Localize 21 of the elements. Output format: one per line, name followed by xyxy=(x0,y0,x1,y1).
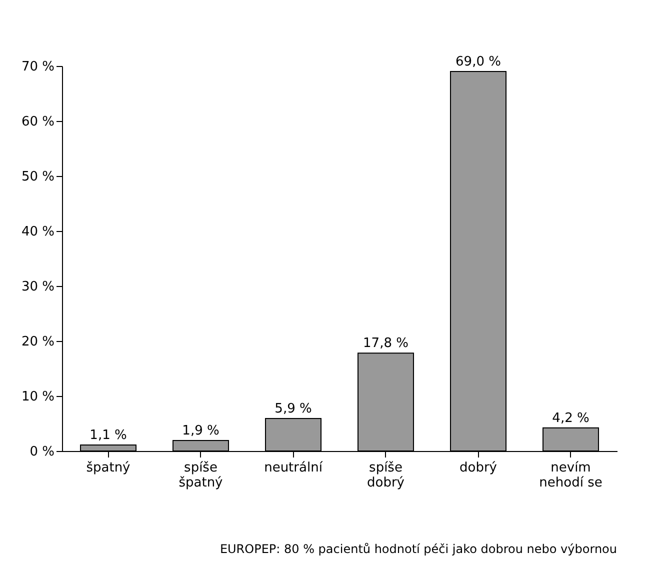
y-tick-label: 60 % xyxy=(21,114,54,130)
data-label: 4,2 % xyxy=(552,410,590,426)
data-label: 17,8 % xyxy=(363,336,408,352)
x-tick-label: špatný xyxy=(86,460,131,476)
data-label: 1,9 % xyxy=(182,424,220,439)
data-label: 1,1 % xyxy=(90,428,127,443)
y-tick-label: 0 % xyxy=(30,444,54,460)
y-tick-label: 10 % xyxy=(21,390,54,404)
y-tick-label: 20 % xyxy=(21,334,54,350)
data-label: 69,0 % xyxy=(456,54,501,70)
y-tick-label: 40 % xyxy=(21,224,54,240)
x-tick-label: dobrý xyxy=(460,460,498,476)
y-tick-label: 50 % xyxy=(21,170,54,184)
text: EUROPEP: 80 % pacientů hodnotí péči jako dobrou nebo výbornou xyxy=(220,542,617,556)
data-label: 5,9 % xyxy=(274,402,312,417)
y-tick-label: 30 % xyxy=(21,280,54,294)
x-tick-label: spíše špatný xyxy=(178,460,224,490)
y-tick-label: 70 % xyxy=(21,60,54,74)
x-tick-label: neutrální xyxy=(264,460,323,476)
x-tick-label: nevím nehodí se xyxy=(539,460,602,490)
x-tick-label: spíše dobrý xyxy=(367,460,405,490)
